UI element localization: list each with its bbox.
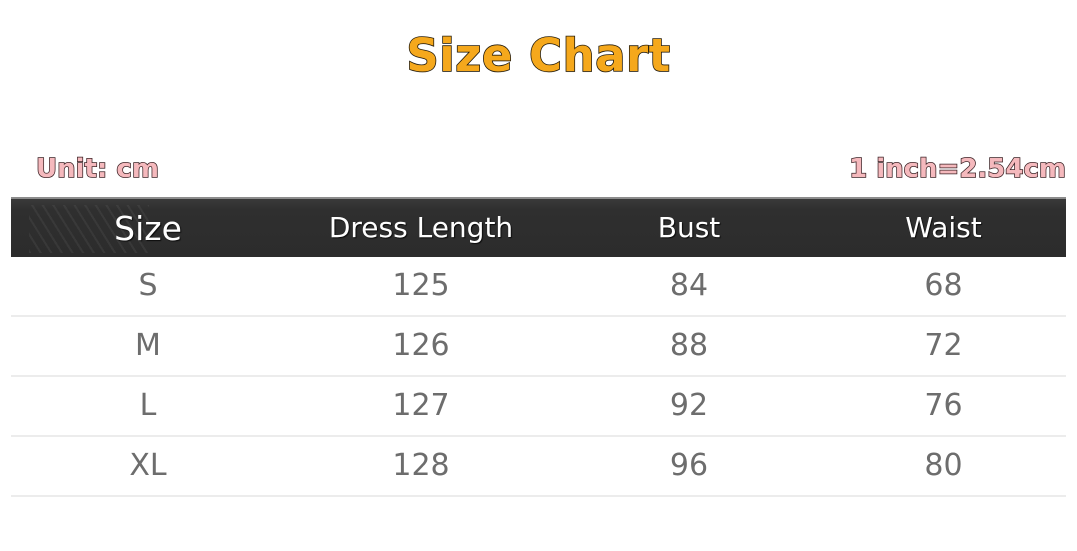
cell-bust: 84 <box>669 268 709 303</box>
column-header-waist: Waist <box>905 211 982 244</box>
cell-waist: 72 <box>924 328 963 363</box>
unit-label-left: Unit: cm <box>35 153 159 185</box>
size-table: Size Dress Length Bust Waist S 125 84 68… <box>11 197 1066 497</box>
cell-size: M <box>135 328 161 363</box>
table-row: S 125 84 68 <box>11 257 1066 317</box>
column-header-dress-length: Dress Length <box>328 211 514 244</box>
cell-size: S <box>138 268 158 303</box>
cell-bust: 96 <box>669 448 709 483</box>
cell-dress-length: 126 <box>392 328 450 363</box>
unit-label-right: 1 inch=2.54cm <box>848 153 1066 185</box>
table-row: XL 128 96 80 <box>11 437 1066 497</box>
table-row: M 126 88 72 <box>11 317 1066 377</box>
cell-waist: 76 <box>924 388 963 423</box>
cell-size: L <box>139 388 157 423</box>
cell-dress-length: 125 <box>392 268 450 303</box>
page-title: Size Chart <box>406 29 671 82</box>
unit-annotations: Unit: cm 1 inch=2.54cm <box>11 153 1066 187</box>
cell-size: XL <box>129 448 167 483</box>
cell-bust: 92 <box>669 388 709 423</box>
table-row: L 127 92 76 <box>11 377 1066 437</box>
column-header-bust: Bust <box>657 211 721 244</box>
title-container: Size Chart <box>0 29 1077 82</box>
cell-waist: 80 <box>924 448 963 483</box>
cell-waist: 68 <box>924 268 963 303</box>
table-header-row: Size Dress Length Bust Waist <box>11 197 1066 257</box>
cell-dress-length: 127 <box>392 388 450 423</box>
column-header-size: Size <box>114 208 182 248</box>
cell-bust: 88 <box>669 328 709 363</box>
cell-dress-length: 128 <box>392 448 450 483</box>
